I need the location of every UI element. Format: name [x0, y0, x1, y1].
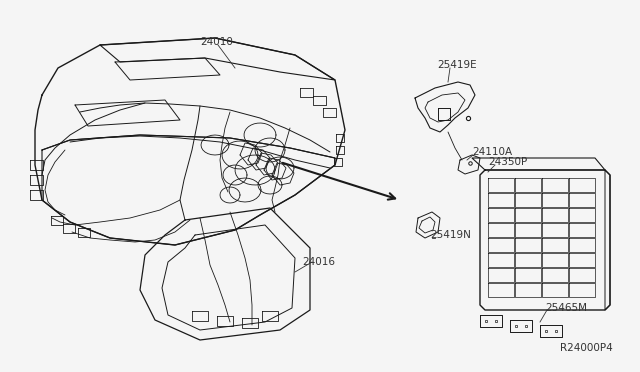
- Text: 25419E: 25419E: [437, 60, 477, 70]
- Text: 24350P: 24350P: [488, 157, 527, 167]
- Text: 24110A: 24110A: [472, 147, 512, 157]
- Text: 25465M: 25465M: [545, 303, 587, 313]
- Text: R24000P4: R24000P4: [560, 343, 612, 353]
- Text: 25419N: 25419N: [430, 230, 471, 240]
- Text: 24010: 24010: [200, 37, 233, 47]
- Text: 24016: 24016: [302, 257, 335, 267]
